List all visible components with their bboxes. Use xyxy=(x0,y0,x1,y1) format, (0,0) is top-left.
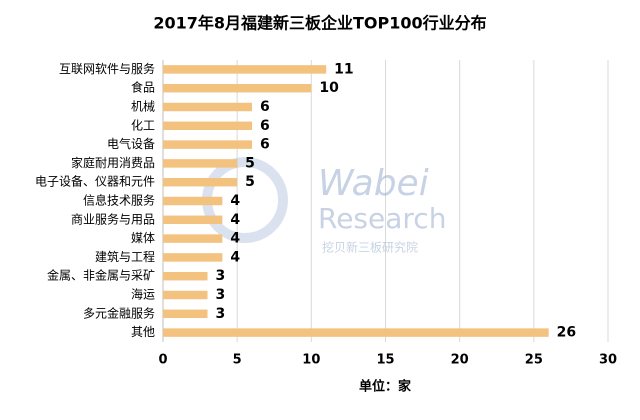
y-tick-label: 电气设备 xyxy=(107,136,155,151)
value-label: 5 xyxy=(245,155,255,171)
value-label: 3 xyxy=(216,306,226,322)
y-tick-label: 建筑与工程 xyxy=(95,249,155,264)
x-tick-label: 15 xyxy=(376,353,394,368)
y-tick-label: 金属、非金属与采矿 xyxy=(47,268,155,283)
bar xyxy=(163,102,252,112)
bar xyxy=(163,140,252,149)
x-tick-label: 5 xyxy=(233,353,242,368)
bar xyxy=(163,309,208,319)
bar xyxy=(163,290,208,300)
x-tick-label: 10 xyxy=(302,353,320,368)
y-tick-label: 媒体 xyxy=(131,231,155,245)
bar xyxy=(163,83,312,93)
bar xyxy=(163,234,223,243)
value-label: 6 xyxy=(260,99,270,115)
bar xyxy=(163,65,327,74)
value-label: 6 xyxy=(260,118,270,134)
watermark-brand2: Research xyxy=(318,202,446,235)
y-tick-label: 机械 xyxy=(131,99,155,114)
bar xyxy=(163,253,223,262)
bar xyxy=(163,271,208,281)
x-tick-label: 25 xyxy=(525,353,543,368)
y-tick-label: 海运 xyxy=(131,287,155,302)
bar xyxy=(163,121,252,131)
watermark: Wabei Research 挖贝新三板研究院 xyxy=(202,157,446,255)
y-tick-label: 食品 xyxy=(131,80,155,95)
value-label: 4 xyxy=(230,249,240,265)
bar xyxy=(163,215,223,225)
bar xyxy=(163,328,549,337)
value-label: 4 xyxy=(230,231,240,247)
y-tick-label: 多元金融服务 xyxy=(83,305,155,320)
value-label: 26 xyxy=(557,325,576,341)
value-label: 6 xyxy=(260,137,270,153)
x-tick-label: 20 xyxy=(451,353,469,368)
y-tick-label: 其他 xyxy=(131,325,155,339)
value-label: 10 xyxy=(319,80,339,96)
y-tick-label: 商业服务与用品 xyxy=(71,211,155,226)
bar xyxy=(163,159,238,168)
value-label: 4 xyxy=(230,193,240,209)
x-tick-label: 30 xyxy=(599,353,617,368)
bar xyxy=(163,196,223,206)
y-tick-label: 化工 xyxy=(131,118,155,132)
watermark-brand: Wabei xyxy=(318,163,429,204)
y-tick-label: 信息技术服务 xyxy=(83,193,155,208)
chart-title: 2017年8月福建新三板企业TOP100行业分布 xyxy=(153,14,486,33)
y-tick-label: 家庭耐用消费品 xyxy=(71,155,155,170)
watermark-org: 挖贝新三板研究院 xyxy=(322,240,418,255)
value-label: 3 xyxy=(216,268,226,284)
value-label: 3 xyxy=(216,287,226,303)
x-axis-label: 单位：家 xyxy=(359,379,412,395)
x-tick-label: 0 xyxy=(158,353,167,368)
y-tick-label: 互联网软件与服务 xyxy=(59,61,155,76)
y-tick-label: 电子设备、仪器和元件 xyxy=(35,175,155,189)
bar xyxy=(163,177,238,187)
value-label: 4 xyxy=(230,212,240,228)
value-label: 5 xyxy=(245,174,255,190)
value-label: 11 xyxy=(334,61,353,77)
